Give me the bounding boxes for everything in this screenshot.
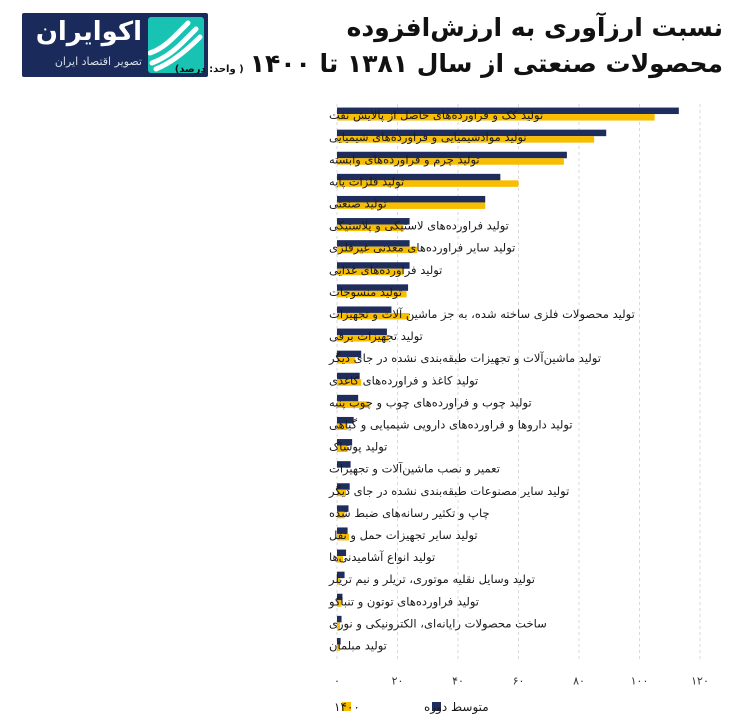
category-label: تولید مواد‌شیمیایی و فراورده‌های شیمیایی bbox=[329, 130, 527, 145]
bar-year-1400 bbox=[337, 423, 348, 430]
bar-period-average bbox=[337, 394, 359, 402]
category-label: تولید داروها و فراورده‌های دارویی شیمیای… bbox=[329, 417, 573, 432]
bar-period-average bbox=[337, 195, 486, 203]
bar-year-1400 bbox=[337, 357, 356, 364]
brand-name: اکوایران bbox=[35, 17, 142, 47]
bar-period-average bbox=[337, 549, 347, 557]
bar-period-average bbox=[337, 416, 354, 424]
bar-year-1400 bbox=[337, 158, 564, 165]
category-label: تولید کاغذ و فراورده‌های کاغذی bbox=[329, 373, 478, 388]
category-label: تولید وسایل نقلیه موتوری، تریلر و نیم تر… bbox=[328, 572, 535, 587]
bar-period-average bbox=[337, 173, 501, 181]
bar-period-average bbox=[337, 372, 360, 380]
bar-year-1400 bbox=[337, 180, 519, 187]
category-label: تولید ماشین‌آلات و تجهیزات طبقه‌بندی نشد… bbox=[328, 351, 601, 366]
chart-title: نسبت ارزآوری به ارزش‌افزوده bbox=[346, 13, 723, 42]
category-label: تولید سایر تجهیزات حمل و نقل bbox=[329, 528, 478, 543]
bar-year-1400 bbox=[337, 556, 344, 563]
category-label: تولید چرم و فراورده‌های وابسته bbox=[329, 152, 480, 167]
bar-period-average bbox=[337, 350, 362, 358]
bar-period-average bbox=[337, 262, 410, 269]
bar-year-1400 bbox=[337, 114, 655, 121]
bar-period-average bbox=[337, 240, 410, 247]
x-tick-label: ۱۰۰ bbox=[631, 675, 649, 688]
bar-year-1400 bbox=[337, 335, 389, 342]
category-label: چاپ و تکثیر رسانه‌های ضبط شده bbox=[329, 506, 490, 521]
category-label: تولید منسوجات bbox=[329, 285, 402, 300]
bar-period-average bbox=[337, 107, 679, 115]
bar-year-1400 bbox=[337, 246, 418, 254]
bar-year-1400 bbox=[337, 224, 404, 232]
bar-year-1400 bbox=[337, 511, 345, 519]
x-tick-label: ۰ bbox=[334, 675, 340, 688]
category-label: تولید سایر مصنوعات طبقه‌بندی نشده در جای… bbox=[328, 484, 569, 499]
chart-title-block: نسبت ارزآوری به ارزش‌افزوده محصولات صنعت… bbox=[175, 10, 723, 88]
bar-period-average bbox=[337, 527, 348, 534]
bar-year-1400 bbox=[337, 489, 347, 497]
brand-mark-icon bbox=[148, 17, 204, 73]
legend-label: ۱۴۰۰ bbox=[334, 700, 360, 714]
bar-period-average bbox=[337, 439, 353, 446]
bar-year-1400 bbox=[337, 379, 362, 386]
bar-year-1400 bbox=[337, 533, 350, 541]
unit-note: ( واحد: درصد) bbox=[174, 64, 244, 75]
legend-swatch bbox=[432, 702, 441, 711]
bar-period-average bbox=[337, 328, 387, 336]
bar-year-1400 bbox=[337, 600, 342, 607]
bar-period-average bbox=[337, 151, 567, 159]
x-tick-label: ۲۰ bbox=[392, 675, 404, 688]
bar-year-1400 bbox=[337, 644, 341, 651]
brand-logo: اکوایران تصویر اقتصاد ایران bbox=[22, 13, 208, 77]
bar-year-1400 bbox=[337, 578, 341, 585]
bar-period-average bbox=[337, 129, 607, 137]
category-label: تولید محصولات فلزی ساخته شده، به جز ماشی… bbox=[329, 307, 635, 322]
bar-period-average bbox=[337, 483, 350, 490]
bar-year-1400 bbox=[337, 290, 407, 298]
bar-year-1400 bbox=[337, 445, 348, 453]
category-label: تولید فراورده‌های غذایی bbox=[329, 263, 442, 278]
bar-period-average bbox=[337, 505, 349, 512]
x-tick-label: ۸۰ bbox=[573, 675, 585, 688]
category-label: تولید فراورده‌های لاستیکی و پلاستیکی bbox=[329, 219, 509, 234]
bar-period-average bbox=[337, 637, 341, 645]
bar-period-average bbox=[337, 571, 345, 579]
category-label: تولید انواع آشامیدنی‌ها bbox=[329, 550, 435, 565]
chart-subtitle-line: محصولات صنعتی از سال ۱۳۸۱ تا ۱۴۰۰ ( واحد:… bbox=[175, 46, 723, 88]
legend-swatch bbox=[342, 702, 351, 711]
category-label: تولید مبلمان bbox=[329, 638, 387, 653]
category-label: تولید چوب و فراورده‌های چوب و چوب پنبه bbox=[329, 395, 532, 410]
category-label: تولید تجهیزات برقی bbox=[329, 329, 423, 344]
x-tick-label: ۴۰ bbox=[452, 675, 464, 688]
bar-period-average bbox=[337, 615, 342, 623]
category-label: تولید صنعتی bbox=[329, 196, 387, 211]
category-label: تولید پوشاک bbox=[329, 440, 387, 455]
bar-period-average bbox=[337, 284, 409, 291]
legend-label: متوسط دوره bbox=[424, 700, 489, 715]
brand-tagline: تصویر اقتصاد ایران bbox=[54, 55, 142, 68]
bar-year-1400 bbox=[337, 312, 410, 320]
bar-period-average bbox=[337, 593, 343, 601]
category-label: تولید فراورده‌های توتون و تنباکو bbox=[328, 594, 479, 609]
x-tick-label: ۱۲۰ bbox=[691, 675, 709, 688]
category-label: ساخت محصولات رایانه‌ای، الکترونیکی و نور… bbox=[329, 616, 547, 631]
category-label: تولید فلزات پایه bbox=[329, 174, 404, 189]
category-label: تولید سایر فراورده‌های معدنی غیرفلزی bbox=[329, 241, 515, 256]
bar-year-1400 bbox=[337, 202, 486, 209]
category-label: تولید کک و فراورده‌های حاصل از پالایش نف… bbox=[329, 108, 543, 123]
bar-year-1400 bbox=[337, 268, 404, 276]
bar-year-1400 bbox=[337, 401, 369, 408]
bar-period-average bbox=[337, 218, 410, 225]
x-tick-label: ۶۰ bbox=[513, 675, 525, 688]
bar-year-1400 bbox=[337, 136, 595, 143]
category-label: تعمیر و نصب ماشین‌آلات و تجهیزات bbox=[329, 462, 500, 477]
chart-subtitle: محصولات صنعتی از سال ۱۳۸۱ تا ۱۴۰۰ bbox=[249, 49, 723, 78]
bar-period-average bbox=[337, 306, 392, 313]
bar-period-average bbox=[337, 461, 351, 468]
bar-year-1400 bbox=[337, 622, 341, 629]
